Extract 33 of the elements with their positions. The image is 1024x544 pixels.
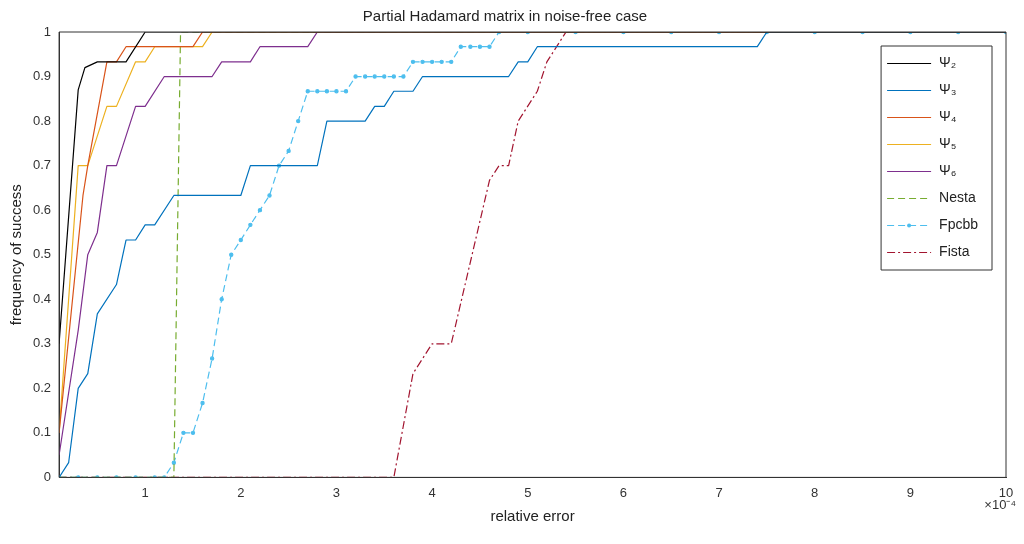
y-tick-label: 0.8 bbox=[32, 112, 52, 128]
x-tick-label: 1 bbox=[141, 484, 149, 500]
y-tick-label: 0.5 bbox=[32, 246, 52, 262]
x-tick-label: 6 bbox=[619, 484, 628, 500]
y-tick-label: 0.7 bbox=[32, 157, 52, 173]
x-tick-label: 8 bbox=[811, 484, 819, 500]
y-tick-label: 0.4 bbox=[32, 290, 52, 306]
text: ×10⁻⁴ bbox=[984, 497, 1016, 513]
x-tick-label: 4 bbox=[428, 484, 436, 500]
legend-label: Ψ₃ bbox=[939, 81, 957, 98]
y-tick-label: 0.6 bbox=[32, 201, 52, 217]
legend-label: Ψ₅ bbox=[939, 135, 957, 152]
y-tick-label: 0.1 bbox=[32, 424, 52, 440]
legend-label: Nesta bbox=[939, 189, 976, 206]
y-tick-label: 1 bbox=[43, 23, 52, 39]
x-tick-label: 7 bbox=[715, 484, 723, 500]
y-tick-label: 0.3 bbox=[32, 335, 52, 351]
y-tick-label: 0.2 bbox=[32, 379, 52, 395]
x-tick-label: 10 bbox=[998, 484, 1014, 500]
x-tick-label: 9 bbox=[906, 484, 914, 500]
y-tick-label: 0 bbox=[43, 468, 52, 484]
x-tick-label: 2 bbox=[237, 484, 245, 500]
legend-label: Ψ₄ bbox=[939, 108, 957, 125]
legend-label: Fista bbox=[939, 243, 970, 260]
y-tick-label: 0.9 bbox=[32, 68, 52, 84]
x-tick-label: 5 bbox=[524, 484, 532, 500]
legend-label: Ψ₂ bbox=[939, 54, 957, 71]
legend-label: Fpcbb bbox=[939, 216, 979, 233]
x-axis-title: relative error bbox=[490, 507, 575, 525]
chart-title: Partial Hadamard matrix in noise-free case bbox=[362, 7, 648, 25]
x-tick-label: 3 bbox=[332, 484, 341, 500]
y-axis-title: frequency of success bbox=[7, 184, 25, 326]
legend-label: Ψ₆ bbox=[939, 162, 957, 179]
